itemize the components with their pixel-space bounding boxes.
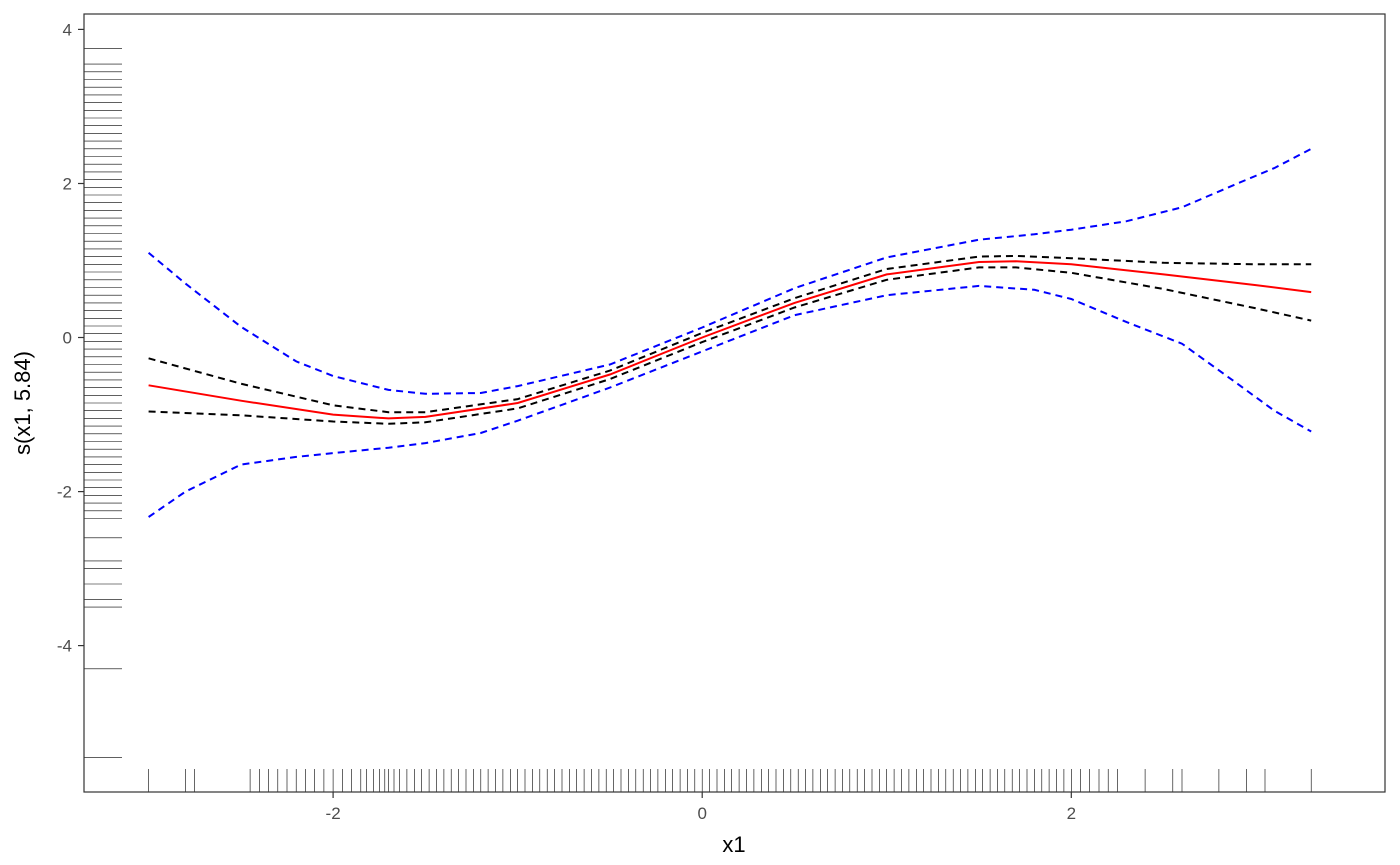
- panel-border: [83, 13, 1386, 793]
- series-line-0: [148, 260, 1312, 420]
- x-rug: [148, 769, 1312, 792]
- x-axis-title: x1: [722, 832, 745, 857]
- x-tick-label-1: 0: [697, 804, 706, 823]
- series-line-2: [148, 266, 1312, 425]
- y-tick-label-4: 4: [63, 20, 72, 39]
- x-axis-ticks: -2 0 2: [326, 792, 1076, 823]
- series-line-4: [148, 284, 1312, 518]
- y-rug: [84, 48, 122, 758]
- series-line-3: [147, 147, 1312, 395]
- y-axis-ticks: -4 -2 0 2 4: [57, 20, 84, 656]
- y-tick-label-3: 2: [63, 175, 72, 194]
- series-line-1: [148, 254, 1312, 414]
- y-tick-label-0: -4: [57, 637, 72, 656]
- y-axis-title: s(x1, 5.84): [10, 351, 35, 455]
- x-tick-label-0: -2: [326, 804, 341, 823]
- y-tick-label-2: 0: [63, 329, 72, 348]
- x-tick-label-2: 2: [1067, 804, 1076, 823]
- y-tick-label-1: -2: [57, 483, 72, 502]
- series-lines: [147, 147, 1312, 518]
